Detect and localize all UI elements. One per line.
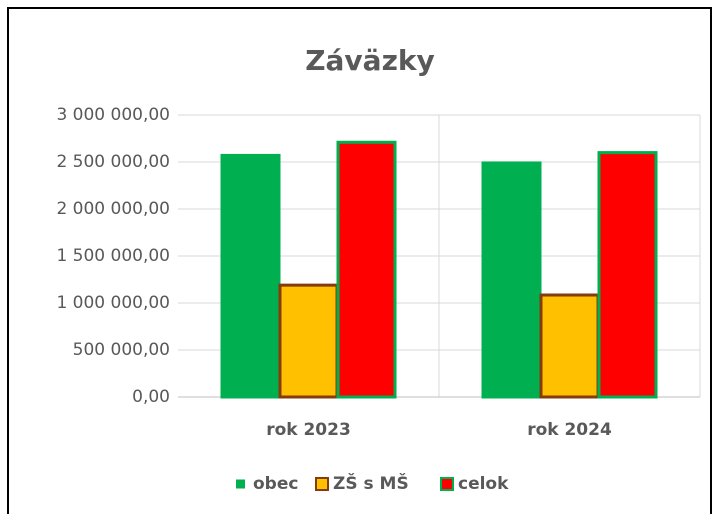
x-tick-label: rok 2024 — [527, 420, 612, 440]
legend-swatch — [315, 477, 329, 491]
legend-swatch — [236, 479, 245, 489]
bar — [539, 293, 600, 399]
bar — [220, 153, 281, 399]
y-tick-label: 1 000 000,00 — [56, 293, 170, 313]
y-tick-label: 2 000 000,00 — [56, 199, 170, 219]
y-tick-label: 3 000 000,00 — [56, 105, 170, 125]
y-tick-label: 500 000,00 — [73, 340, 170, 360]
legend-label: celok — [458, 474, 509, 494]
legend-label: obec — [253, 474, 298, 494]
bar — [278, 283, 339, 399]
chart-title: Záväzky — [305, 44, 435, 77]
y-tick-label: 1 500 000,00 — [56, 246, 170, 266]
x-tick-label: rok 2023 — [266, 420, 351, 440]
bar — [481, 161, 542, 399]
y-tick-label: 0,00 — [132, 387, 170, 407]
bar — [597, 151, 658, 399]
legend-label: ZŠ s MŠ — [333, 472, 409, 494]
legend-swatch — [440, 477, 454, 491]
bar — [336, 140, 397, 399]
y-tick-label: 2 500 000,00 — [56, 152, 170, 172]
